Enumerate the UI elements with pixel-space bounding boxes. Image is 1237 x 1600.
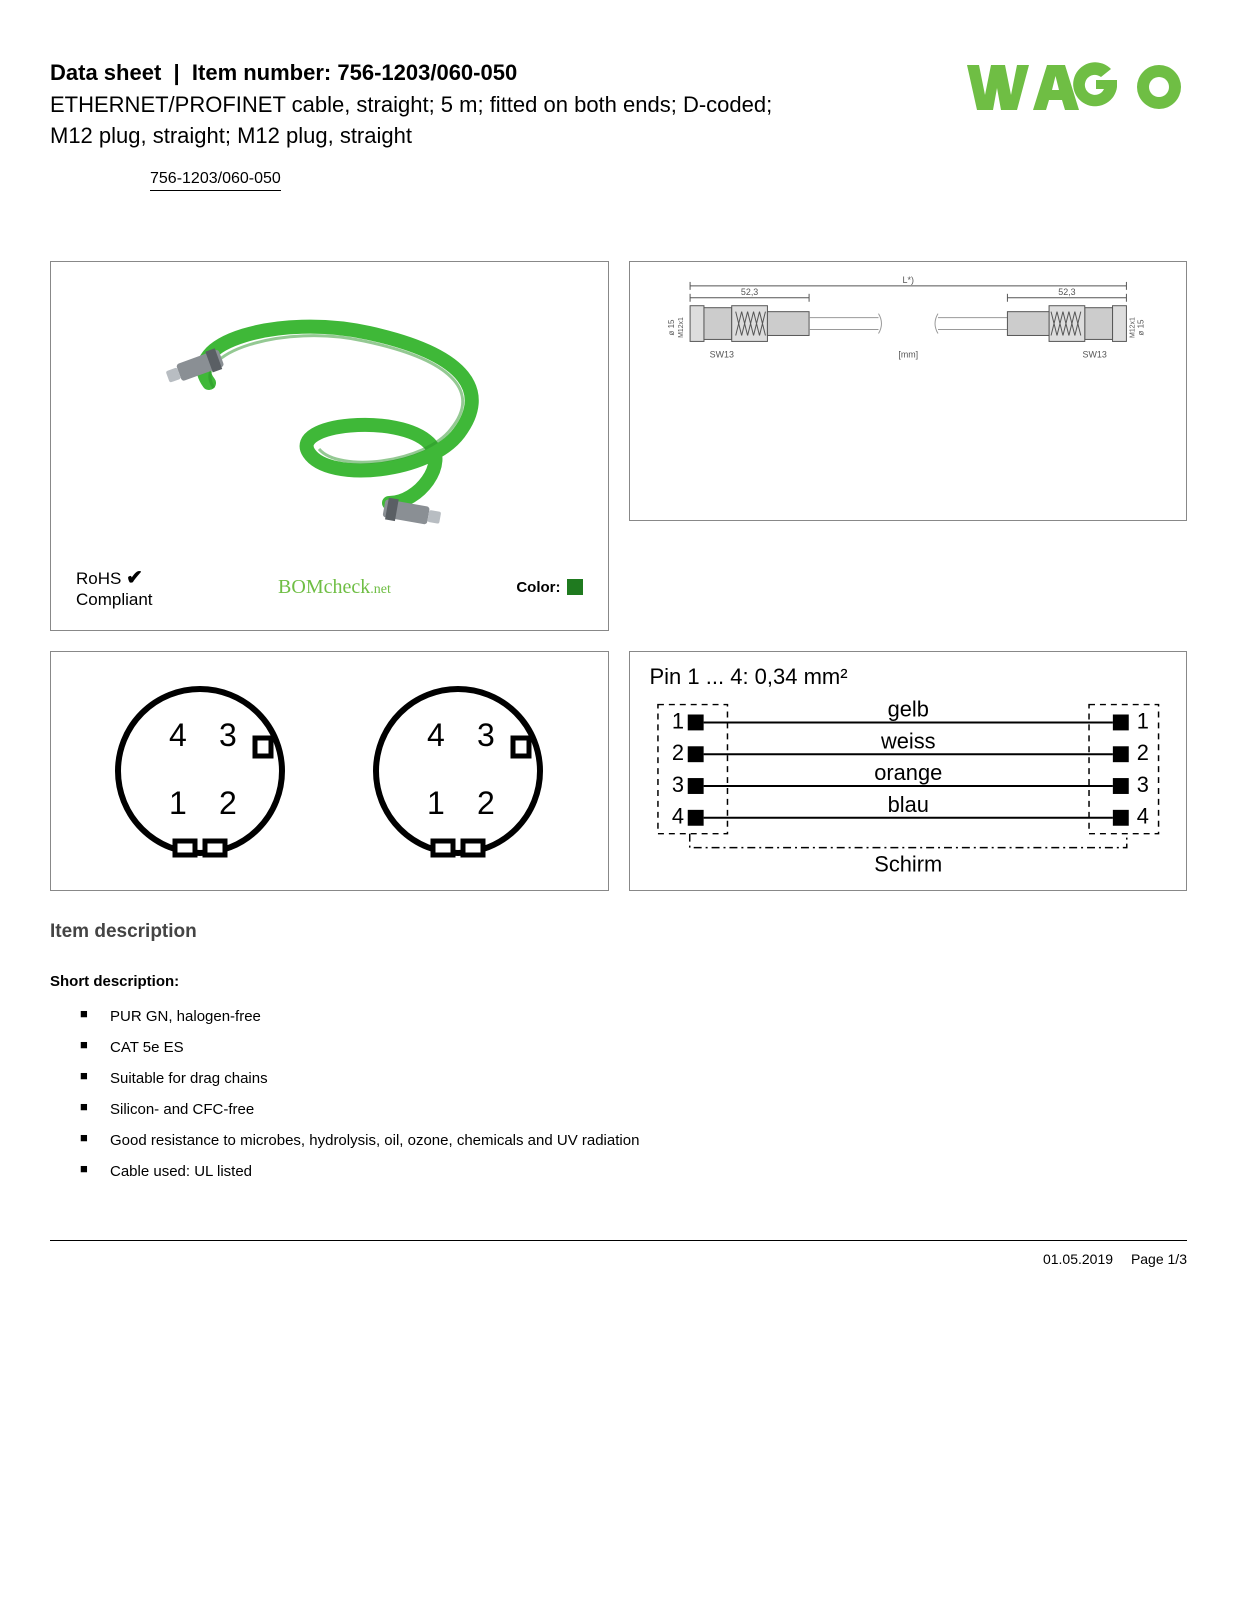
svg-text:3: 3 — [477, 717, 495, 753]
svg-text:3: 3 — [671, 772, 683, 797]
svg-text:ø 15: ø 15 — [667, 319, 676, 335]
pinout-right: 4 3 1 2 — [363, 676, 553, 866]
title-line: Data sheet | Item number: 756-1203/060-0… — [50, 60, 947, 86]
pinout-left: 4 3 1 2 — [105, 676, 295, 866]
shield-label: Schirm — [874, 851, 942, 876]
dimensional-drawing-panel: L*) 52,3 ø 15 — [629, 261, 1188, 521]
product-image — [71, 282, 588, 555]
panels-grid: RoHS ✔ Compliant BOMcheck.net Color: L*) — [50, 261, 1187, 891]
dim-conn-left: 52,3 — [740, 286, 757, 296]
dimensional-drawing: L*) 52,3 ø 15 — [640, 272, 1177, 510]
color-indicator: Color: — [516, 579, 582, 596]
bomcheck-suffix: .net — [370, 582, 391, 597]
svg-text:2: 2 — [477, 785, 495, 821]
bomcheck-logo: BOMcheck.net — [278, 576, 391, 599]
wire-label-1: gelb — [887, 698, 928, 721]
footer: 01.05.2019 Page 1/3 — [50, 1240, 1187, 1267]
svg-text:52,3: 52,3 — [1058, 286, 1075, 296]
color-label: Color: — [516, 579, 560, 596]
svg-text:2: 2 — [671, 740, 683, 765]
dim-length: L*) — [902, 275, 913, 285]
bullet-item: Suitable for drag chains — [80, 1070, 1187, 1087]
wiring-diagram: 1 gelb 1 2 weiss 2 3 orange 3 — [650, 698, 1167, 878]
rohs-label: RoHS — [76, 569, 121, 588]
header-text: Data sheet | Item number: 756-1203/060-0… — [50, 60, 947, 152]
svg-text:4: 4 — [671, 803, 683, 828]
bullet-item: Silicon- and CFC-free — [80, 1101, 1187, 1118]
bullet-item: PUR GN, halogen-free — [80, 1008, 1187, 1025]
svg-text:[mm]: [mm] — [898, 349, 918, 359]
svg-text:1: 1 — [671, 708, 683, 733]
check-icon: ✔ — [126, 567, 143, 589]
wire-label-4: blau — [887, 791, 928, 816]
footer-page: Page 1/3 — [1131, 1251, 1187, 1267]
svg-text:M12x1: M12x1 — [1129, 317, 1136, 338]
item-description-heading: Item description — [50, 921, 1187, 943]
pin-1: 1 — [169, 785, 187, 821]
header: Data sheet | Item number: 756-1203/060-0… — [50, 60, 1187, 152]
svg-text:M12x1: M12x1 — [678, 317, 685, 338]
pin-3: 3 — [219, 717, 237, 753]
compliant-label: Compliant — [76, 590, 153, 609]
item-number: 756-1203/060-050 — [337, 60, 517, 85]
bullet-item: CAT 5e ES — [80, 1039, 1187, 1056]
item-number-label: Item number: — [192, 60, 331, 85]
svg-text:4: 4 — [1136, 803, 1148, 828]
wire-label-3: orange — [874, 760, 942, 785]
compliance-row: RoHS ✔ Compliant BOMcheck.net Color: — [71, 555, 588, 610]
wiring-panel: Pin 1 ... 4: 0,34 mm² 1 gelb 1 2 weiss 2 — [629, 651, 1188, 891]
product-image-panel: RoHS ✔ Compliant BOMcheck.net Color: — [50, 261, 609, 631]
wire-label-2: weiss — [879, 728, 935, 753]
svg-text:4: 4 — [427, 717, 445, 753]
footer-date: 01.05.2019 — [1043, 1251, 1113, 1267]
svg-text:1: 1 — [427, 785, 445, 821]
svg-text:3: 3 — [1136, 772, 1148, 797]
color-swatch — [567, 579, 583, 595]
bullet-item: Cable used: UL listed — [80, 1163, 1187, 1180]
svg-text:2: 2 — [1136, 740, 1148, 765]
wiring-title: Pin 1 ... 4: 0,34 mm² — [650, 664, 1167, 690]
svg-text:1: 1 — [1136, 708, 1148, 733]
rohs-text: RoHS ✔ Compliant — [76, 565, 153, 610]
description-bullets: PUR GN, halogen-free CAT 5e ES Suitable … — [50, 1008, 1187, 1180]
short-description-label: Short description: — [50, 973, 1187, 990]
rohs-block: RoHS ✔ Compliant — [76, 565, 153, 610]
datasheet-label: Data sheet — [50, 60, 161, 85]
pinout-panel: 4 3 1 2 4 3 1 2 — [50, 651, 609, 891]
bullet-item: Good resistance to microbes, hydrolysis,… — [80, 1132, 1187, 1149]
description-line-2: M12 plug, straight; M12 plug, straight — [50, 121, 947, 152]
pin-4: 4 — [169, 717, 187, 753]
part-number-link[interactable]: 756-1203/060-050 — [150, 170, 281, 191]
pin-2: 2 — [219, 785, 237, 821]
svg-text:ø 15: ø 15 — [1136, 319, 1145, 335]
svg-text:SW13: SW13 — [1082, 349, 1106, 359]
bomcheck-text: BOMcheck — [278, 576, 370, 598]
wire-row-4: 4 blau 4 — [671, 791, 1148, 828]
description-line-1: ETHERNET/PROFINET cable, straight; 5 m; … — [50, 90, 947, 121]
svg-text:SW13: SW13 — [709, 349, 733, 359]
wago-logo — [967, 60, 1187, 120]
